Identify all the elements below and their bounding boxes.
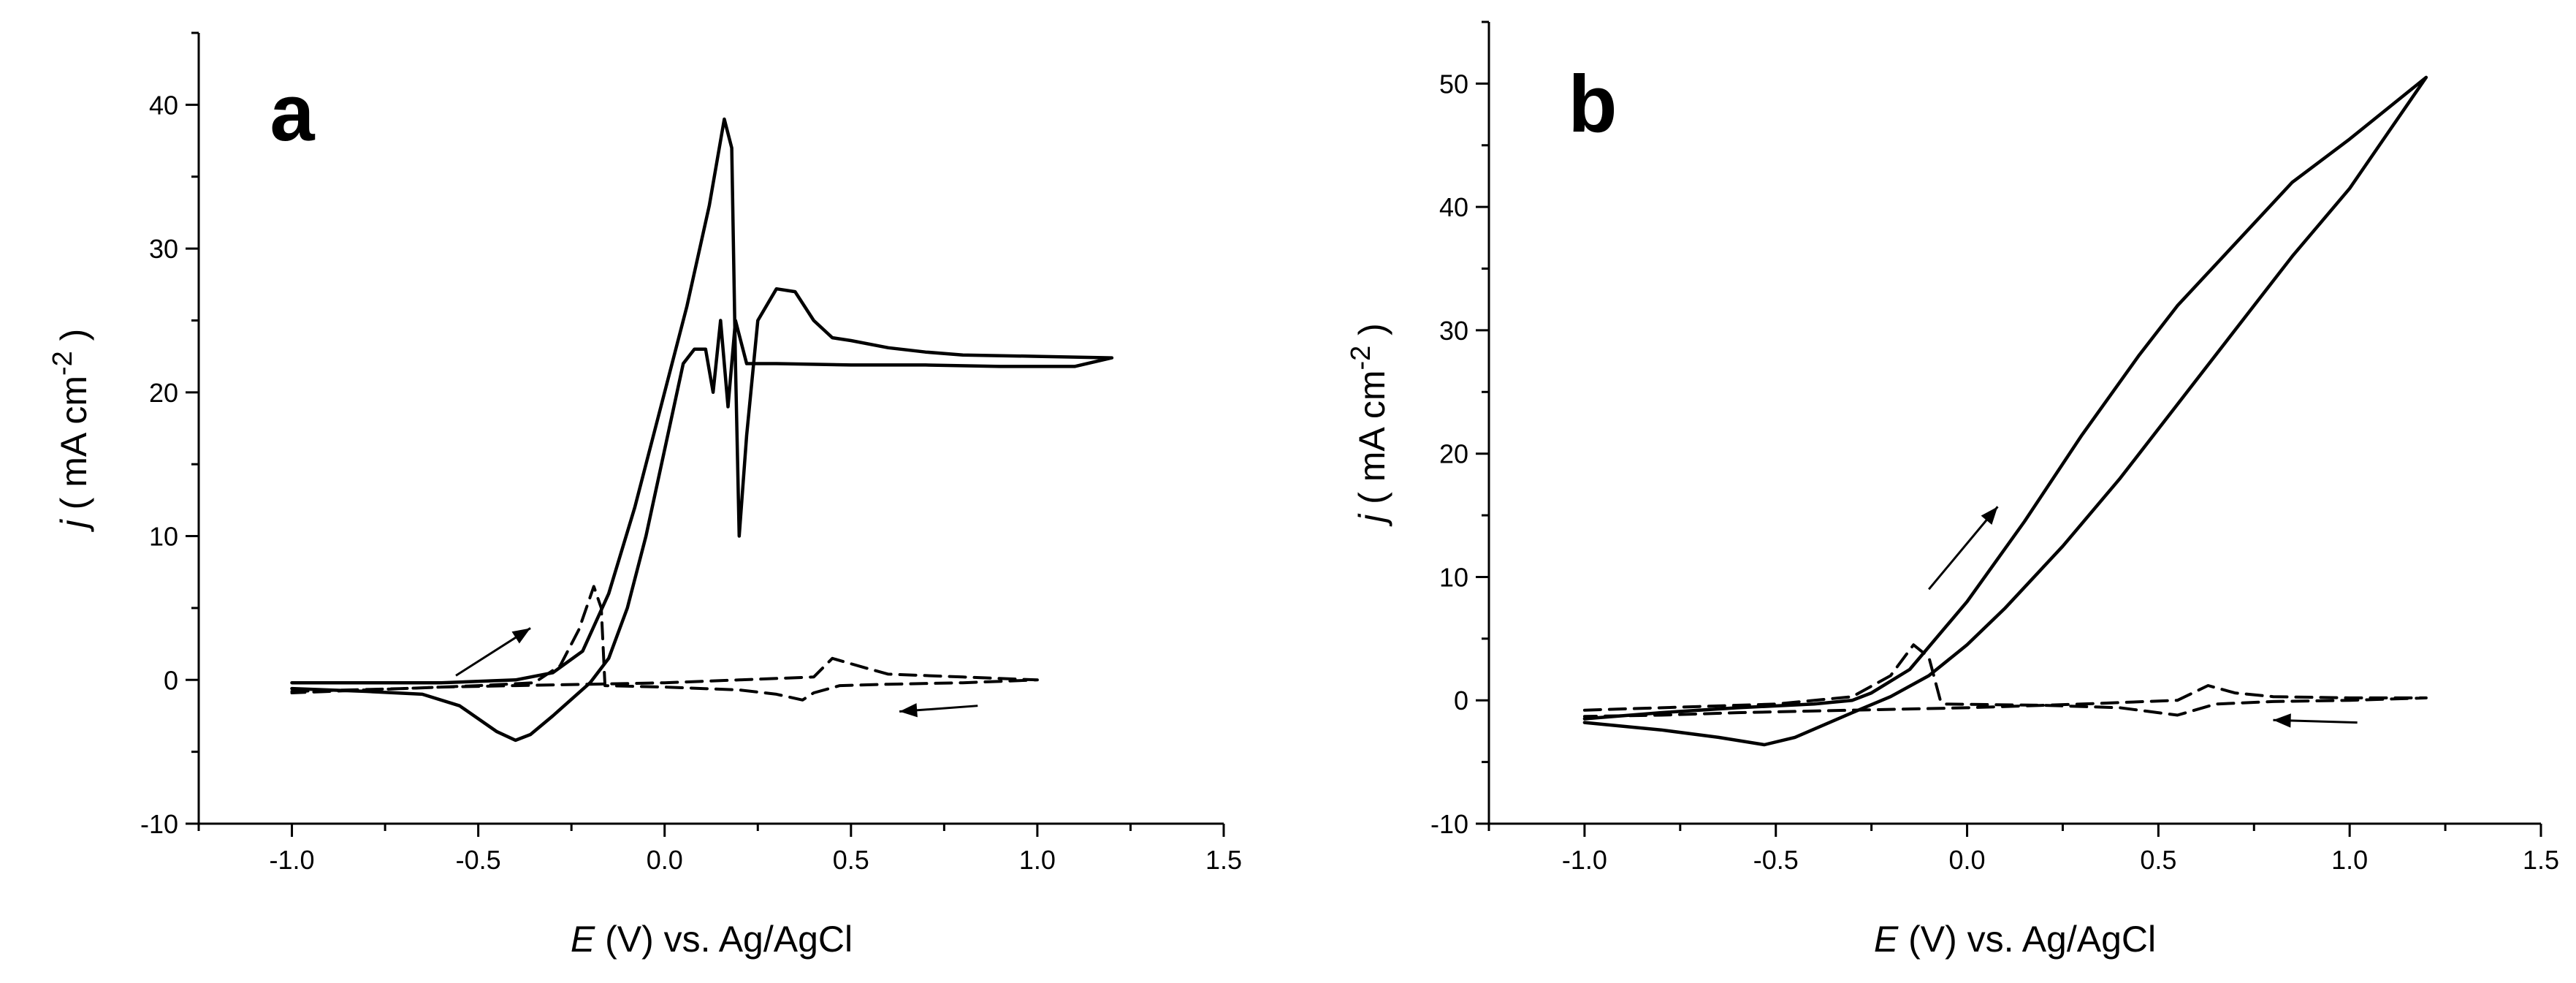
chart-b-y-tick-label: -10 <box>1430 809 1468 839</box>
chart-b-x-tick-label: 1.0 <box>2331 845 2368 875</box>
panel-a: -1.0 -0.5 0.0 0.5 1.0 1.5 -10 0 10 20 30 40 E (V) vs… <box>47 31 1242 960</box>
chart-b-x-tick-label: 0.0 <box>1949 845 1986 875</box>
chart-b-y-tick-label: 30 <box>1439 316 1468 346</box>
chart-a-y-axis-title: j ( mA cm-2 ) <box>47 329 94 533</box>
chart-b-y-tick-label: 50 <box>1439 69 1468 99</box>
chart-a-panel-label: a <box>270 68 315 158</box>
chart-a-series-solid-cycle <box>290 117 1114 743</box>
chart-b-y-tick-label: 40 <box>1439 192 1468 222</box>
chart-a-x-tick-label: 1.0 <box>1019 845 1056 875</box>
chart-a-x-tick-label: 0.5 <box>833 845 869 875</box>
chart-a-series-dashed-cycle <box>290 585 1039 702</box>
chart-b-direction-arrow-2 <box>2273 713 2358 728</box>
chart-b-series-dashed-cycle <box>1582 643 2428 718</box>
chart-a-y-tick-label: 30 <box>149 234 178 264</box>
chart-a-y-tick-label: 40 <box>149 90 178 120</box>
chart-a-direction-arrow-2 <box>899 703 978 718</box>
chart-b-x-axis-title: E (V) vs. Ag/AgCl <box>1874 919 2156 960</box>
chart-a-x-tick-label: -0.5 <box>456 845 501 875</box>
chart-a-y-tick-label: 10 <box>149 522 178 552</box>
chart-b-x-tick-label: 1.5 <box>2523 845 2559 875</box>
chart-b-y-tick-label: 10 <box>1439 562 1468 592</box>
panel-b: -1.0 -0.5 0.0 0.5 1.0 1.5 -10 0 10 20 30 40 50 E (V) … <box>1346 20 2559 960</box>
chart-a-y-tick-label: 0 <box>164 665 178 695</box>
chart-a-x-tick-label: -1.0 <box>270 845 315 875</box>
chart-b-series-solid-cycle <box>1582 75 2428 747</box>
chart-b-y-tick-label: 0 <box>1454 686 1468 716</box>
chart-a-direction-arrow-1 <box>455 627 531 677</box>
chart-a-x-tick-label: 1.5 <box>1205 845 1242 875</box>
chart-a-x-tick-label: 0.0 <box>647 845 683 875</box>
chart-b-y-axis-title: j ( mA cm-2 ) <box>1346 323 1392 527</box>
chart-a-x-axis-title: E (V) vs. Ag/AgCl <box>571 919 853 960</box>
chart-b-x-tick-label: -1.0 <box>1562 845 1607 875</box>
chart-a-y-tick-label: 20 <box>149 378 178 408</box>
chart-b-x-tick-label: 0.5 <box>2140 845 2176 875</box>
chart-b-y-tick-label: 20 <box>1439 439 1468 469</box>
chart-b-x-tick-label: -0.5 <box>1753 845 1799 875</box>
chart-b-panel-label: b <box>1568 59 1617 149</box>
chart-a-y-tick-label: -10 <box>140 809 178 839</box>
chart-b-direction-arrow-1 <box>1928 506 1999 591</box>
